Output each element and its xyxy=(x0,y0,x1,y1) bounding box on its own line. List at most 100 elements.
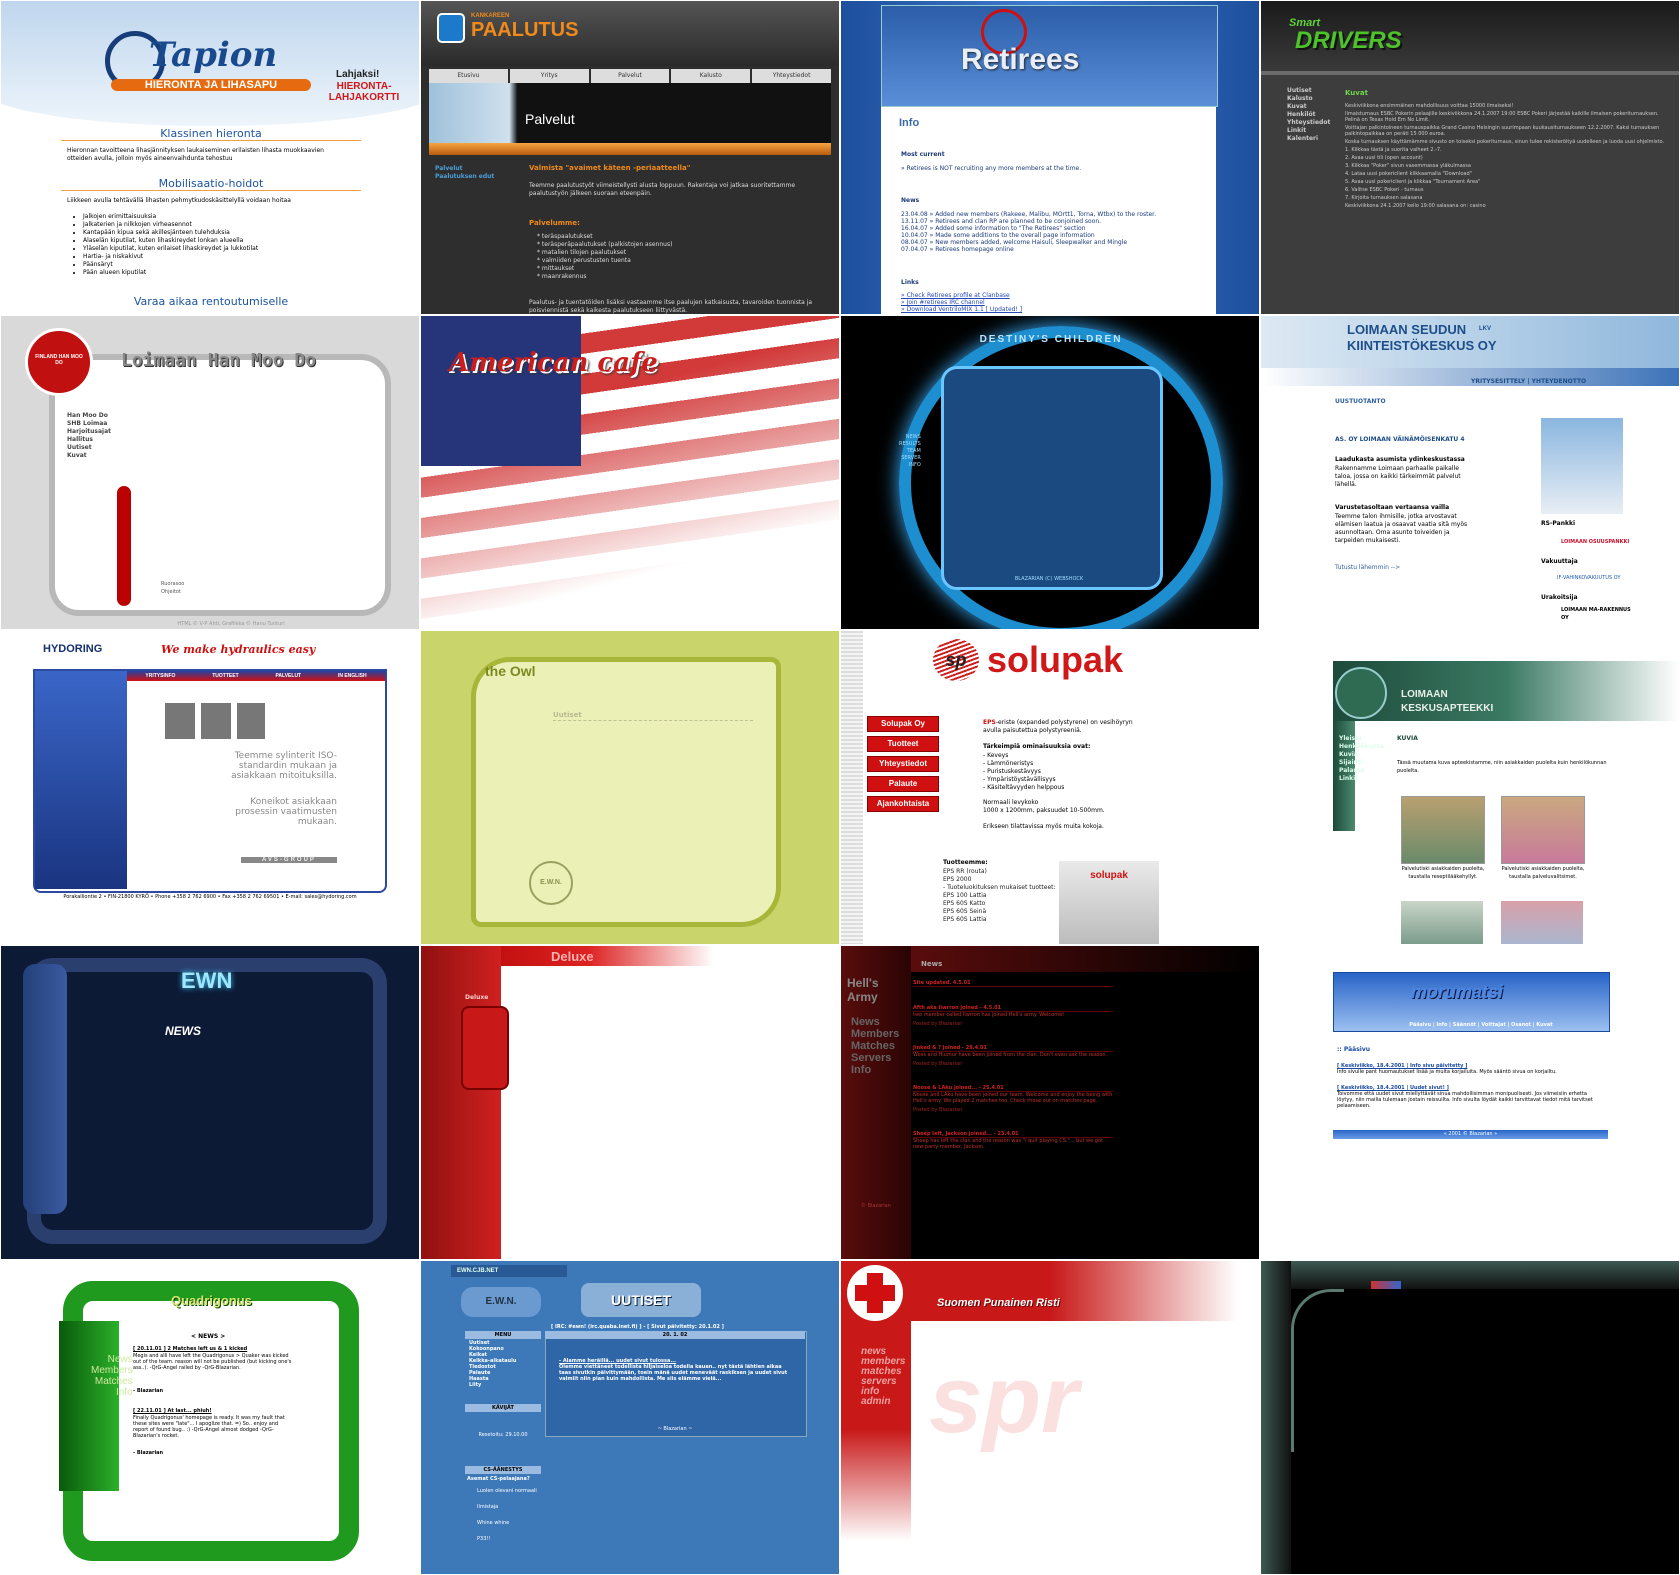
label: Vakuuttaja xyxy=(1541,558,1578,565)
subheading: Most current xyxy=(901,151,945,158)
nav-link[interactable]: Kuvia xyxy=(1339,751,1358,758)
menu-link[interactable]: Tiedostot xyxy=(469,1364,496,1370)
nav-link[interactable]: Han Moo Do xyxy=(67,412,108,419)
list-item: * valmiiden perustusten tuenta xyxy=(537,257,631,264)
nav-link[interactable]: Palaute xyxy=(1339,767,1365,774)
list-item: Koska turnauksen käyttämämme sivusto on … xyxy=(1345,139,1665,145)
nav-link[interactable]: YRITYSINFO xyxy=(145,673,176,679)
side-link[interactable]: Paalutuksen edut xyxy=(435,173,495,180)
nav-tab[interactable]: Yhteystiedot xyxy=(752,69,831,83)
nav-link[interactable]: Info xyxy=(851,1064,872,1076)
poll-option[interactable]: Ilmistaja xyxy=(477,1504,499,1510)
nav-link[interactable]: News xyxy=(107,1354,133,1365)
top-bar xyxy=(421,946,839,966)
nav-link[interactable]: IN ENGLISH xyxy=(337,673,367,679)
nav-tab[interactable]: Yritys xyxy=(509,69,589,83)
list-item: * matalien tilojen paalutukset xyxy=(537,249,627,256)
logo: KESKUSAPTEEKKI xyxy=(1401,703,1494,714)
text: Teemme sylinterit ISO-standardin mukaan … xyxy=(231,751,337,781)
text: Liikkeen avulla tehtävällä lihasten pehm… xyxy=(67,197,291,204)
list-item: 13.11.07 » Retirees and clan RP are plan… xyxy=(901,218,1102,225)
nav-link[interactable]: Uutiset xyxy=(67,444,92,451)
site-spr: Suomen Punainen Risti news members matches… xyxy=(840,1260,1260,1575)
nav-link[interactable]: INFO xyxy=(908,462,921,468)
poll-option[interactable]: Luolen olevani normaali xyxy=(477,1488,537,1494)
nav[interactable]: Pääsivu | Info | Säännöt | Voittajat | O… xyxy=(1409,1022,1553,1028)
poll-option[interactable]: Whine whine xyxy=(477,1520,510,1526)
nav-link[interactable]: Henkilöt xyxy=(1287,111,1316,118)
list: Jalkojen erimittaisuuksiaJalkaterien ja … xyxy=(71,213,343,277)
text: 1000 x 1200mm, paksuudet 10-500mm. xyxy=(983,807,1105,814)
more-link[interactable]: Tutustu lähemmin --> xyxy=(1335,564,1401,571)
poll-option[interactable]: P33!! xyxy=(477,1536,491,1542)
nav-link[interactable]: matches xyxy=(861,1366,902,1377)
nav-link[interactable]: Harjoitusajat xyxy=(67,428,111,435)
nav-link[interactable]: News xyxy=(851,1016,880,1028)
nav-button[interactable]: Tuotteet xyxy=(867,736,939,752)
nav-link[interactable]: servers xyxy=(861,1376,897,1387)
nav-button[interactable]: Solupak Oy xyxy=(867,716,939,732)
orange-bar xyxy=(429,143,831,155)
nav-link[interactable]: Kuvat xyxy=(1287,103,1307,110)
nav-link[interactable]: Kalenteri xyxy=(1287,135,1319,142)
menu-link[interactable]: Uutiset xyxy=(469,1340,490,1346)
button[interactable]: Deluxe xyxy=(465,994,489,1001)
site-ewn-cjb: EWN.CJB.NET E.W.N. UUTISET [ IRC: #ewn! … xyxy=(420,1260,840,1575)
nav-tab[interactable]: Etusivu xyxy=(429,69,508,83)
nav-link[interactable]: news xyxy=(861,1346,887,1357)
nav-link[interactable]: Henkilökunta xyxy=(1339,743,1385,750)
nav-link[interactable]: RESULTS xyxy=(899,441,921,447)
nav-link[interactable]: Info xyxy=(116,1387,133,1398)
nav-link[interactable]: SERVER xyxy=(901,455,921,461)
side-nav: News Members Matches Servers Info xyxy=(851,1016,899,1076)
logo-lkv: LKV xyxy=(1479,326,1491,332)
nav-link[interactable]: TEAM xyxy=(906,448,921,454)
menu-link[interactable]: Liity xyxy=(469,1382,482,1388)
nav-link[interactable]: Matches xyxy=(94,1376,133,1387)
menu-link[interactable]: Haasta xyxy=(469,1376,489,1382)
nav-link[interactable]: Linkit xyxy=(1339,775,1359,782)
nav-tab[interactable]: Kalusto xyxy=(671,69,751,83)
text: Hieronnan tavoitteena lihasjännityksen l… xyxy=(67,147,324,162)
nav-link[interactable]: admin xyxy=(861,1396,891,1407)
heading: Palvelumme: xyxy=(529,219,580,227)
nav-link[interactable]: info xyxy=(861,1386,880,1397)
nav-link[interactable]: Sijainti xyxy=(1339,759,1363,766)
nav-link[interactable]: Members xyxy=(91,1365,133,1376)
nav-link[interactable]: NEWS xyxy=(905,434,921,440)
list-item: Yläselän kiputilat, kuten erilaiset liha… xyxy=(83,245,343,253)
side-link[interactable]: Palvelut xyxy=(435,165,463,172)
nav-link[interactable]: Kuvat xyxy=(67,452,87,459)
nav-button[interactable]: Ajankohtaista xyxy=(867,796,939,812)
link[interactable]: » Download VentriloMIX 1.1 [ Updated! ] xyxy=(901,306,1023,313)
nav-link[interactable]: PALVELUT xyxy=(275,673,302,679)
nav-tab[interactable]: Palvelut xyxy=(590,69,670,83)
menu-link[interactable]: Palaute xyxy=(469,1370,491,1376)
side-nav: Palvelut Paalutuksen edut xyxy=(435,165,494,181)
menu-link[interactable]: Keikat xyxy=(469,1352,487,1358)
nav-link[interactable]: members xyxy=(861,1356,906,1367)
header xyxy=(1261,1,1679,71)
nav-link[interactable]: Kalusto xyxy=(1287,95,1313,102)
nav-link[interactable]: Hallitus xyxy=(67,436,93,443)
menu-link[interactable]: Kokoonpano xyxy=(469,1346,504,1352)
list-item: Ohjeitot xyxy=(161,589,181,595)
nav-button[interactable]: Palaute xyxy=(867,776,939,792)
nav-button[interactable]: Yhteystiedot xyxy=(867,756,939,772)
nav-link[interactable]: Servers xyxy=(851,1052,892,1064)
heading: UUTISET xyxy=(581,1283,701,1317)
nav-link[interactable]: Yleistä xyxy=(1339,735,1363,742)
nav-link[interactable]: Matches xyxy=(851,1040,896,1052)
link[interactable]: » Join #retirees IRC channel xyxy=(901,299,985,306)
link[interactable]: » Check Retirees profile at Clanbase xyxy=(901,292,1010,299)
nav-link[interactable]: Members xyxy=(851,1028,900,1040)
logo: LOIMAAN xyxy=(1401,689,1448,700)
nav-link[interactable]: TUOTTEET xyxy=(212,673,239,679)
menu-link[interactable]: Keikka-aikataulu xyxy=(469,1358,517,1364)
nav-link[interactable]: Uutiset xyxy=(1287,87,1312,94)
nav-link[interactable]: Linkit xyxy=(1287,127,1307,134)
nav-link[interactable]: SHB Loimaa xyxy=(67,420,108,427)
nav-link[interactable]: Yhteystiedot xyxy=(1287,119,1331,126)
nav[interactable]: YRITYSESITTELY | YHTEYDENOTTO xyxy=(1471,378,1587,385)
